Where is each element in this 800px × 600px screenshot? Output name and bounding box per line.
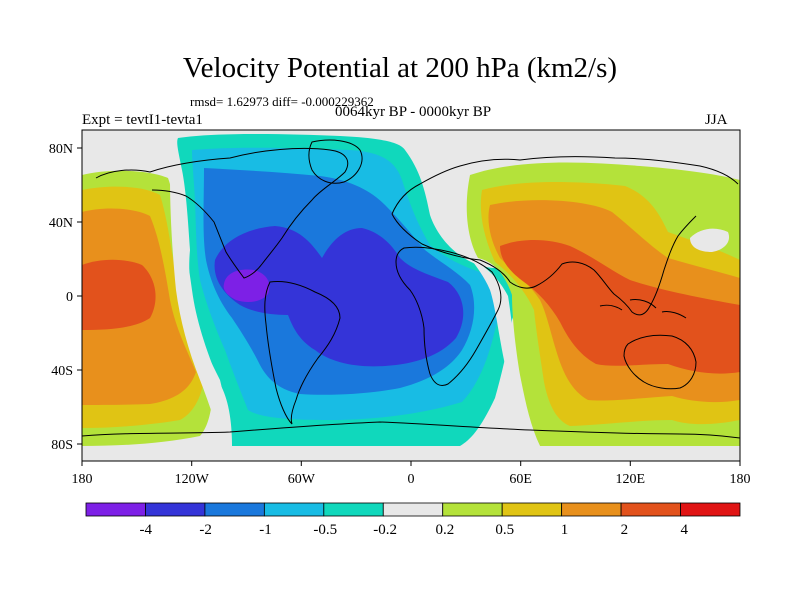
x-tick-label: 120W (175, 472, 210, 487)
colorbar-swatch (145, 502, 206, 517)
x-tick-label: 0 (408, 472, 415, 487)
negative-anomaly-region (177, 134, 516, 446)
contour-level-minus-2 (214, 226, 464, 367)
colorbar-label: 0.5 (495, 522, 514, 538)
colorbar-label: -1 (259, 522, 272, 538)
colorbar-label: -2 (199, 522, 212, 538)
y-tick-label: 0 (66, 290, 73, 305)
colorbar-swatch (263, 502, 325, 517)
contour-level-plus-2-east (500, 240, 740, 374)
positive-anomaly-region (82, 162, 740, 446)
colorbar-label: 1 (561, 522, 569, 538)
y-tick-label: 80N (49, 142, 73, 157)
coastline-north-america (95, 147, 349, 279)
colorbar-swatch (561, 502, 622, 517)
colorbar-swatch (442, 502, 503, 517)
stats-subtitle: rmsd= 1.62973 diff= -0.000229362 (190, 94, 374, 109)
colorbar-label: 0.2 (436, 522, 455, 538)
map-title: Velocity Potential at 200 hPa (km2/s) (182, 52, 618, 84)
colorbar-swatch (85, 502, 146, 517)
x-tick-label: 60W (288, 472, 316, 487)
colorbar-label: -0.5 (313, 522, 337, 538)
colorbar (85, 502, 741, 517)
y-axis-labels: 80N 40N 0 40S 80S (49, 142, 73, 453)
neutral-strip-indian (470, 258, 540, 446)
coastlines (82, 139, 740, 439)
neutral-patch-pacific-north (690, 228, 730, 252)
colorbar-swatch (382, 502, 444, 517)
colorbar-label: -0.2 (373, 522, 397, 538)
x-axis-labels: 180 120W 60W 0 60E 120E 180 (72, 472, 751, 487)
x-tick-label: 180 (72, 472, 93, 487)
experiment-label: Expt = tevtI1-tevta1 (82, 112, 203, 128)
coastline-south-america (264, 281, 341, 425)
y-tick-label: 40N (49, 216, 73, 231)
y-tick-label: 80S (51, 438, 73, 453)
colorbar-label: 4 (680, 522, 688, 538)
colorbar-swatch (620, 502, 681, 517)
coastline-antarctica (82, 421, 740, 439)
colorbar-label: -4 (140, 522, 153, 538)
colorbar-labels: -4 -2 -1 -0.5 -0.2 0.2 0.5 1 2 4 (140, 522, 689, 538)
coastline-australia (623, 334, 697, 390)
colorbar-swatch (323, 502, 384, 517)
colorbar-swatch (204, 502, 265, 517)
coastline-greenland (308, 139, 363, 184)
map-field (82, 130, 740, 461)
axis-ticks (77, 147, 741, 466)
coastline-eurasia (391, 156, 739, 316)
coastline-africa (395, 246, 502, 387)
contour-level-minus-4 (223, 269, 270, 302)
x-tick-label: 180 (730, 472, 751, 487)
colorbar-swatch (680, 502, 741, 517)
contour-level-plus-2-west (82, 259, 156, 330)
coastline-indonesia (599, 299, 687, 319)
period-label: 0064kyr BP - 0000kyr BP (334, 104, 492, 120)
x-tick-label: 120E (616, 472, 646, 487)
colorbar-swatch (501, 502, 563, 517)
y-tick-label: 40S (51, 364, 73, 379)
neutral-strip-pacific (170, 178, 232, 446)
colorbar-label: 2 (621, 522, 629, 538)
season-label: JJA (705, 112, 728, 128)
x-tick-label: 60E (509, 472, 532, 487)
